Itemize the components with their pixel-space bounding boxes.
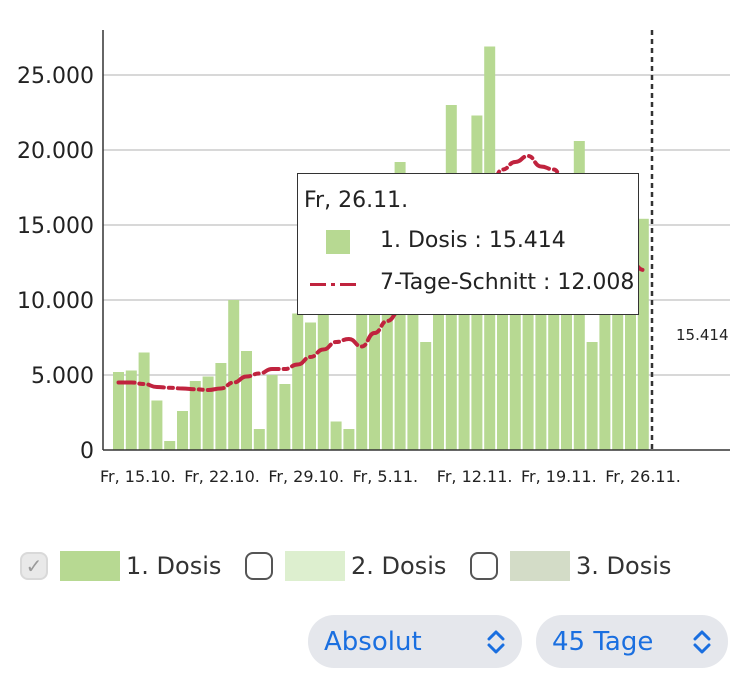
y-tick-label: 25.000: [17, 64, 94, 89]
bar[interactable]: [228, 300, 240, 450]
bar[interactable]: [522, 202, 534, 451]
legend-label-dose1: 1. Dosis: [126, 552, 222, 580]
mode-select[interactable]: Absolut: [308, 615, 522, 668]
x-tick-label: Fr, 29.10.: [268, 467, 344, 486]
legend-item-dose1[interactable]: ✓ 1. Dosis: [20, 548, 221, 584]
bar[interactable]: [356, 315, 368, 450]
bar[interactable]: [266, 375, 278, 450]
bar[interactable]: [189, 381, 201, 450]
chevron-up-down-icon: [693, 630, 711, 653]
bar[interactable]: [330, 421, 342, 451]
checkbox-dose2[interactable]: [245, 552, 273, 580]
range-select[interactable]: 45 Tage: [536, 615, 728, 668]
checkmark-icon: ✓: [25, 554, 43, 578]
bar[interactable]: [138, 352, 150, 451]
checkbox-dose3[interactable]: [470, 552, 498, 580]
bar[interactable]: [599, 262, 611, 451]
legend-label-dose3: 3. Dosis: [576, 552, 672, 580]
bar[interactable]: [497, 210, 508, 450]
y-tick-label: 15.000: [17, 214, 94, 239]
bar[interactable]: [241, 351, 252, 450]
x-tick-label: Fr, 15.10.: [100, 467, 176, 486]
checkbox-dose1[interactable]: ✓: [20, 552, 48, 580]
y-tick-label: 20.000: [17, 139, 94, 164]
bar[interactable]: [202, 376, 214, 451]
bar[interactable]: [279, 384, 291, 450]
legend-swatch-dose3: [510, 551, 570, 581]
mode-select-label: Absolut: [324, 626, 422, 657]
x-tick-labels: Fr, 15.10. Fr, 22.10. Fr, 29.10. Fr, 5.11. F…: [100, 467, 681, 486]
x-tick-label: Fr, 22.10.: [184, 467, 260, 486]
tooltip: Fr, 26.11. 1. Dosis : 15.414 7-Tage-Schn…: [297, 173, 639, 315]
tooltip-swatch-dose1: [326, 230, 350, 254]
legend-item-dose3[interactable]: 3. Dosis: [470, 548, 671, 584]
bar[interactable]: [125, 370, 137, 451]
tooltip-text-dose1: 1. Dosis : 15.414: [380, 228, 566, 253]
chevron-up-down-icon: [487, 630, 505, 653]
bar[interactable]: [407, 262, 419, 451]
bar[interactable]: [637, 218, 649, 450]
bar[interactable]: [369, 309, 380, 450]
y-tick-labels: 0 5.000 10.000 15.000 20.000 25.000: [17, 64, 94, 464]
tooltip-text-average: 7-Tage-Schnitt : 12.008: [380, 270, 635, 295]
tooltip-swatch-average: [310, 283, 360, 286]
legend-item-dose2[interactable]: 2. Dosis: [245, 548, 446, 584]
bar[interactable]: [420, 342, 432, 450]
y-tick-label: 10.000: [17, 289, 94, 314]
bar[interactable]: [292, 313, 304, 451]
bar[interactable]: [586, 342, 598, 450]
bar[interactable]: [253, 429, 265, 450]
y-tick-label: 5.000: [31, 364, 94, 389]
bar[interactable]: [215, 363, 227, 450]
bar[interactable]: [177, 411, 188, 450]
bar[interactable]: [381, 285, 393, 450]
y-tick-label: 0: [80, 439, 94, 464]
bar[interactable]: [458, 240, 470, 450]
x-tick-label: Fr, 19.11.: [521, 467, 597, 486]
bar[interactable]: [509, 187, 521, 451]
range-select-label: 45 Tage: [552, 626, 654, 657]
bar[interactable]: [433, 270, 444, 450]
bar[interactable]: [535, 217, 547, 451]
bar[interactable]: [317, 312, 329, 450]
x-tick-label: Fr, 5.11.: [353, 467, 419, 486]
legend-label-dose2: 2. Dosis: [351, 552, 447, 580]
x-tick-label: Fr, 12.11.: [437, 467, 513, 486]
bar[interactable]: [113, 372, 124, 450]
bar[interactable]: [343, 429, 355, 450]
legend-swatch-dose1: [60, 551, 120, 581]
legend: ✓ 1. Dosis 2. Dosis 3. Dosis: [20, 548, 720, 584]
end-value-label: 15.414: [676, 326, 729, 344]
bar[interactable]: [548, 240, 560, 450]
bar[interactable]: [625, 237, 636, 450]
bar[interactable]: [164, 441, 176, 450]
bar[interactable]: [305, 322, 316, 451]
bar[interactable]: [151, 400, 163, 451]
seven-day-average-line: [116, 153, 646, 393]
legend-swatch-dose2: [285, 551, 345, 581]
x-tick-label: Fr, 26.11.: [605, 467, 681, 486]
bar[interactable]: [561, 255, 572, 450]
tooltip-date: Fr, 26.11.: [304, 188, 409, 213]
bar[interactable]: [612, 255, 624, 450]
